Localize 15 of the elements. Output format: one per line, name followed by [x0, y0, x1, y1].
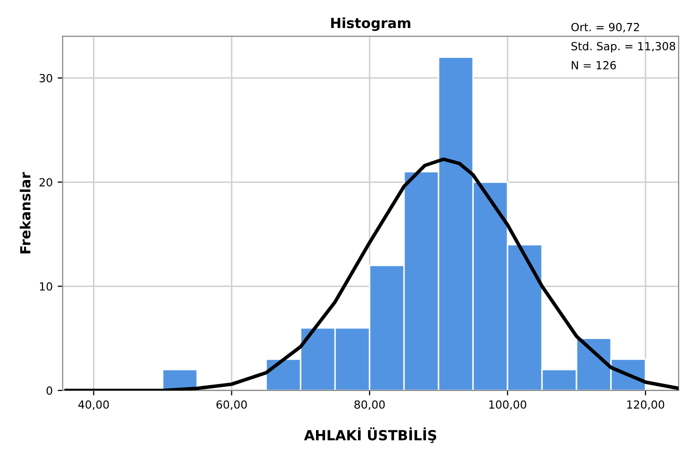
x-tick-label: 100,00	[489, 400, 526, 410]
x-tick-label: 120,00	[627, 400, 664, 410]
chart-title: Histogram	[331, 17, 410, 31]
x-tick-label: 60,00	[216, 400, 247, 410]
annotation: Std. Sap. = 11,308	[571, 42, 676, 53]
y-tick-label: 10	[40, 282, 52, 291]
y-tick-label: 0	[46, 386, 52, 395]
x-tick-label: 80,00	[354, 400, 385, 410]
y-axis-title: Frekanslar	[20, 172, 31, 254]
annotation: N = 126	[572, 61, 616, 70]
x-axis-title: AHLAKİ ÜSTBİLİŞ	[304, 427, 436, 443]
text: Ort. = 90,72	[571, 22, 639, 32]
y-tick-label: 20	[40, 178, 52, 187]
x-tick-label: 40,00	[78, 400, 109, 410]
y-tick-label: 30	[40, 74, 52, 82]
